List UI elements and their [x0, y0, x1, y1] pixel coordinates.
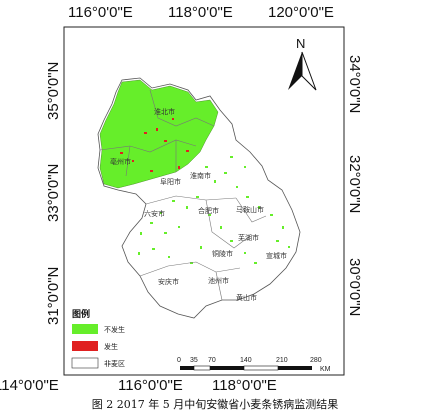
- city-boundaries: [99, 89, 267, 301]
- scale-tick-label: 0: [177, 357, 181, 364]
- scale-tick-label: 210: [276, 357, 288, 364]
- lon-top-label: 116°0'0"E: [68, 4, 133, 21]
- scale-tick-label: 35: [190, 357, 198, 364]
- scale-tick-label: 280: [310, 357, 322, 364]
- scale-tick-label: 140: [240, 357, 252, 364]
- wheat-occurred-spots: [120, 118, 189, 172]
- scale-tick-label: 70: [208, 357, 216, 364]
- lon-bottom-label: 116°0'0"E: [118, 377, 183, 394]
- north-arrow-icon: N: [288, 36, 317, 91]
- city-label: 淮南市: [190, 171, 211, 180]
- lon-top-label: 120°0'0"E: [268, 4, 334, 21]
- city-label: 池州市: [208, 276, 229, 285]
- city-label: 阜阳市: [160, 177, 181, 186]
- city-label: 合肥市: [198, 206, 219, 215]
- city-label: 淮北市: [154, 107, 175, 116]
- scale-unit: KM: [320, 366, 331, 373]
- city-label: 黄山市: [236, 293, 257, 302]
- lat-left-label: 35°0'0"N: [45, 62, 62, 120]
- lon-top-label: 118°0'0"E: [168, 4, 233, 21]
- north-label: N: [296, 36, 305, 51]
- lat-left-label: 31°0'0"N: [45, 267, 62, 325]
- city-label: 宣城市: [266, 251, 287, 260]
- lat-right-label: 32°0'0"N: [346, 155, 363, 213]
- legend: 图例 不发生 发生 非麦区: [71, 308, 125, 369]
- lon-bottom-label: 118°0'0"E: [212, 377, 277, 394]
- lat-right-label: 30°0'0"N: [346, 258, 363, 316]
- lat-left-label: 33°0'0"N: [45, 164, 62, 222]
- lat-right-label: 34°0'0"N: [346, 55, 363, 113]
- figure-caption: 图 2 2017 年 5 月中旬安徽省小麦条锈病监测结果: [91, 398, 339, 411]
- legend-swatch-occurred: [72, 341, 98, 351]
- city-label: 亳州市: [110, 157, 131, 166]
- city-label: 芜湖市: [238, 233, 259, 242]
- scale-bar: 0 35 70 140 210 280 KM: [177, 357, 331, 373]
- legend-label: 发生: [104, 342, 118, 351]
- wheat-speckles: [138, 156, 290, 264]
- city-label: 六安市: [144, 209, 165, 218]
- legend-label: 非麦区: [104, 359, 125, 368]
- legend-swatch-non-wheat: [71, 357, 99, 369]
- city-label: 铜陵市: [212, 249, 233, 258]
- city-label: 马鞍山市: [236, 205, 264, 214]
- legend-swatch-not-occurred: [72, 324, 98, 334]
- city-label: 安庆市: [158, 277, 179, 286]
- legend-label: 不发生: [104, 325, 125, 334]
- lon-bottom-label: 114°0'0"E: [0, 377, 59, 394]
- legend-title: 图例: [72, 308, 90, 320]
